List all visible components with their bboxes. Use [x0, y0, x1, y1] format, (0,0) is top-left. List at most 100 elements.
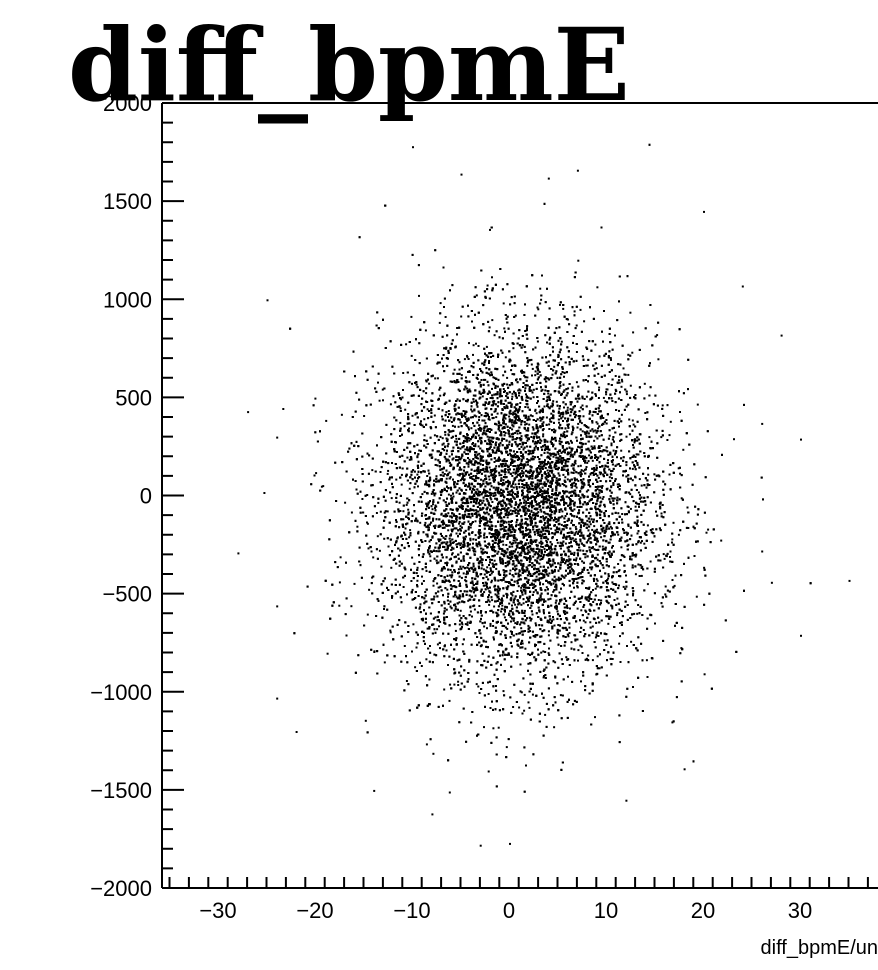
- data-point: [488, 603, 491, 606]
- data-point: [548, 423, 551, 426]
- data-point: [511, 594, 514, 597]
- data-point: [620, 413, 623, 416]
- data-point: [320, 485, 323, 488]
- data-point: [382, 399, 384, 402]
- data-point: [631, 479, 634, 482]
- data-point: [649, 560, 652, 563]
- data-point: [524, 387, 527, 390]
- data-point: [444, 316, 447, 318]
- data-point: [534, 374, 537, 377]
- data-point: [510, 633, 513, 635]
- data-point: [596, 382, 599, 385]
- data-point: [608, 476, 611, 479]
- data-point: [529, 450, 532, 453]
- data-point: [640, 484, 643, 487]
- data-point: [500, 630, 503, 633]
- data-point: [510, 421, 513, 424]
- data-point: [488, 594, 490, 597]
- data-point: [453, 609, 456, 612]
- data-point: [622, 585, 625, 588]
- data-point: [499, 560, 502, 563]
- data-point: [520, 603, 523, 606]
- data-point: [611, 607, 614, 610]
- data-point: [513, 460, 516, 463]
- data-point: [606, 465, 609, 468]
- data-point: [497, 459, 500, 462]
- data-point: [478, 437, 481, 440]
- data-point: [603, 529, 606, 532]
- data-point: [485, 345, 488, 348]
- data-point: [363, 415, 366, 417]
- data-point: [483, 726, 485, 729]
- data-point: [512, 413, 514, 416]
- data-point: [488, 443, 491, 446]
- data-point: [389, 631, 392, 634]
- data-point: [554, 481, 557, 484]
- data-point: [523, 499, 526, 502]
- data-point: [619, 635, 621, 638]
- data-point: [614, 388, 617, 391]
- data-point: [666, 439, 669, 441]
- data-point: [361, 498, 364, 500]
- data-point: [491, 400, 494, 403]
- data-point: [436, 619, 439, 622]
- data-point: [519, 402, 522, 404]
- data-point: [356, 525, 359, 528]
- data-point: [641, 565, 644, 568]
- data-point: [509, 630, 512, 633]
- data-point: [314, 397, 317, 400]
- data-point: [461, 545, 464, 548]
- data-point: [464, 623, 467, 626]
- data-point: [539, 287, 542, 290]
- data-point: [511, 545, 514, 548]
- data-point: [637, 563, 640, 566]
- data-point: [539, 581, 542, 584]
- data-point: [548, 572, 551, 575]
- data-point: [620, 378, 623, 381]
- data-point: [389, 403, 392, 406]
- data-point: [457, 684, 460, 686]
- data-point: [498, 395, 501, 398]
- data-point: [517, 389, 520, 392]
- data-point: [447, 529, 450, 532]
- data-point: [629, 507, 632, 510]
- data-point: [587, 489, 590, 492]
- data-point: [593, 534, 596, 537]
- data-point: [540, 510, 543, 513]
- data-point: [400, 473, 403, 476]
- data-point: [521, 486, 524, 489]
- data-point: [562, 307, 565, 310]
- data-point: [535, 420, 537, 422]
- data-point: [594, 343, 597, 346]
- data-point: [531, 415, 534, 418]
- data-point: [494, 494, 497, 497]
- data-point: [421, 493, 424, 496]
- data-point: [513, 599, 515, 602]
- data-point: [514, 603, 517, 606]
- data-point: [487, 587, 490, 590]
- data-point: [580, 645, 583, 648]
- data-point: [522, 465, 525, 467]
- data-point: [450, 436, 453, 439]
- data-point: [372, 556, 375, 559]
- data-point: [567, 675, 569, 678]
- data-point: [564, 542, 567, 545]
- data-point: [550, 506, 552, 509]
- data-point: [582, 524, 585, 527]
- data-point: [552, 590, 555, 593]
- data-point: [371, 469, 374, 472]
- data-point: [605, 393, 608, 396]
- data-point: [596, 528, 598, 531]
- data-point: [574, 525, 577, 528]
- data-point: [525, 500, 528, 503]
- data-point: [381, 388, 384, 391]
- data-point: [581, 560, 584, 563]
- data-point: [387, 469, 390, 472]
- data-point: [582, 415, 585, 418]
- data-point: [550, 412, 553, 415]
- data-point: [376, 535, 379, 538]
- data-point: [598, 492, 601, 495]
- data-point: [434, 377, 437, 380]
- data-point: [556, 541, 559, 544]
- data-point: [563, 535, 566, 538]
